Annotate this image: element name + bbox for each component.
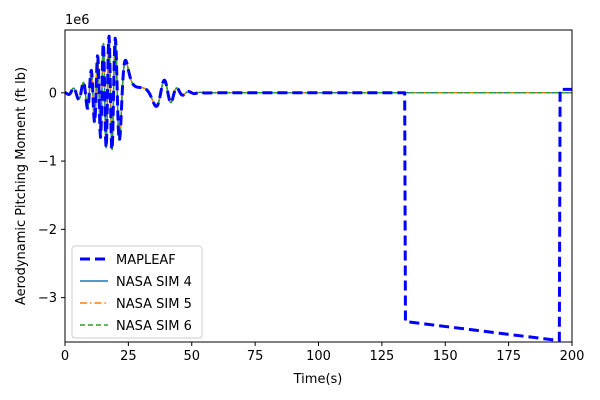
y-tick-label: 0 <box>49 86 57 101</box>
x-tick-label: 175 <box>496 349 521 364</box>
x-tick-label: 75 <box>247 349 264 364</box>
legend-label: NASA SIM 6 <box>116 319 192 334</box>
x-axis-ticks: 0 25 50 75 100 125 150 175 200 <box>61 342 585 364</box>
y-tick-label: −3 <box>38 291 57 306</box>
series-layer <box>65 34 572 342</box>
y-axis-ticks: 0 −1 −2 −3 <box>38 86 65 306</box>
x-axis-label: Time(s) <box>293 372 343 387</box>
legend-box <box>71 245 203 339</box>
x-tick-label: 125 <box>369 349 394 364</box>
x-tick-label: 0 <box>61 349 69 364</box>
y-offset-text: 1e6 <box>65 13 90 28</box>
y-axis-label: Aerodynamic Pitching Moment (ft lb) <box>14 67 29 305</box>
series-line-mapleaf <box>65 34 572 342</box>
legend: MAPLEAF NASA SIM 4 NASA SIM 5 NASA SIM 6 <box>71 245 203 339</box>
y-tick-label: −1 <box>38 155 57 170</box>
x-tick-label: 25 <box>120 349 137 364</box>
x-tick-label: 50 <box>183 349 200 364</box>
x-tick-label: 100 <box>306 349 331 364</box>
x-tick-label: 150 <box>433 349 458 364</box>
legend-label: MAPLEAF <box>116 253 176 268</box>
x-tick-label: 200 <box>560 349 585 364</box>
y-tick-label: −2 <box>38 223 57 238</box>
legend-label: NASA SIM 4 <box>116 275 192 290</box>
legend-label: NASA SIM 5 <box>116 297 192 312</box>
